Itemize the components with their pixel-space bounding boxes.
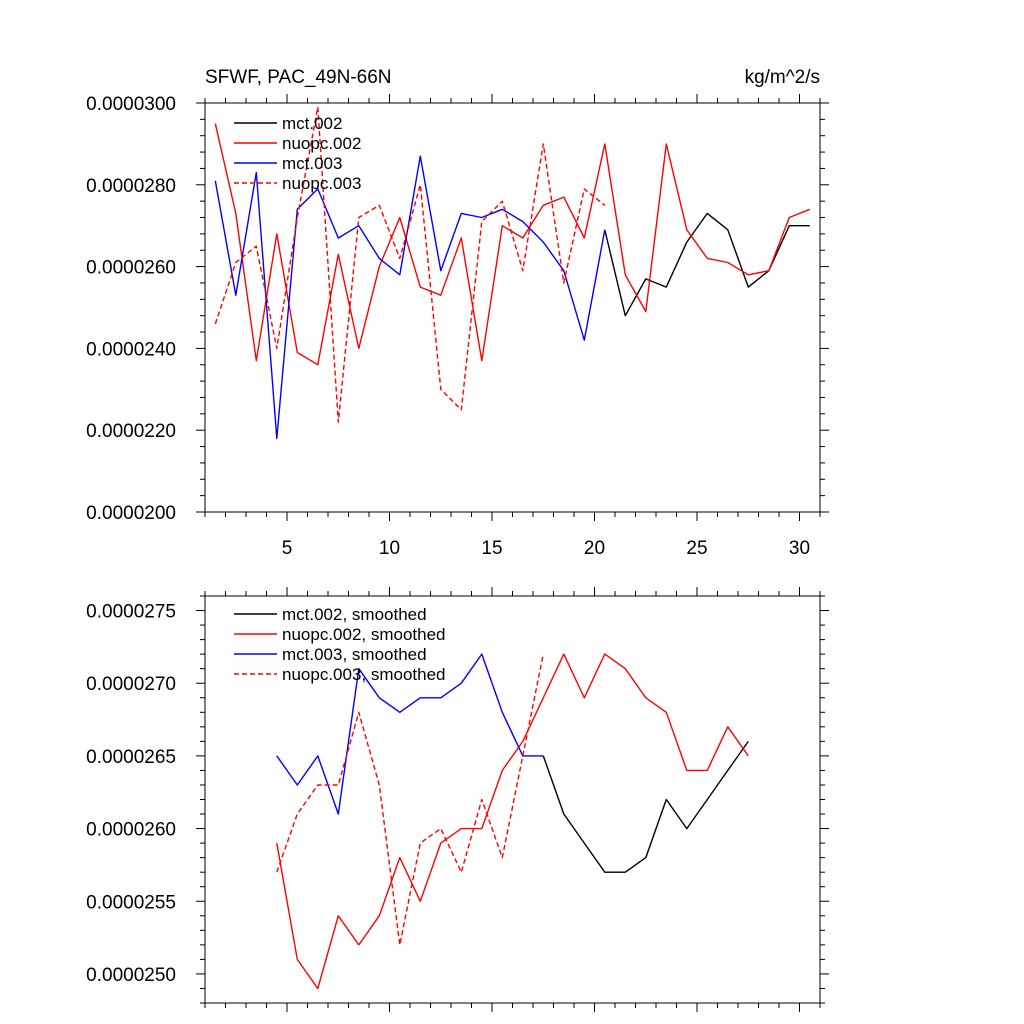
- series-line-nuopc-003-smoothed: [276, 653, 544, 946]
- x-tick-label: 15: [481, 538, 502, 559]
- legend-label: mct.003, smoothed: [282, 645, 427, 664]
- legend-label: nuopc.003, smoothed: [282, 665, 446, 684]
- series-line-nuopc-003: [214, 106, 606, 423]
- legend-label: nuopc.002, smoothed: [282, 625, 446, 644]
- x-tick-label: 5: [282, 538, 293, 559]
- series-line-nuopc-002: [214, 123, 811, 366]
- legend-label: mct.003: [282, 154, 342, 173]
- x-tick-label: 10: [379, 538, 400, 559]
- y-tick-label: 0.0000200: [86, 503, 176, 524]
- legend-label: nuopc.002: [282, 134, 361, 153]
- y-tick-label: 0.0000260: [86, 258, 176, 279]
- top-panel: 5 10 15 20 25 30 0.0000200 0.0000220 0.0000240 0.…: [86, 67, 829, 559]
- x-tick-label: 25: [686, 538, 707, 559]
- y-tick-label: 0.0000240: [86, 339, 176, 360]
- series-line-mct-003-smoothed: [276, 653, 544, 815]
- legend-label: mct.002: [282, 114, 342, 133]
- legend-label: mct.002, smoothed: [282, 605, 427, 624]
- y-tick-label: 0.0000255: [86, 892, 176, 913]
- y-tick-label: 0.0000250: [86, 965, 176, 986]
- series-line-mct-002-smoothed: [542, 740, 749, 873]
- y-tick-label: 0.0000260: [86, 820, 176, 841]
- series-line-mct-002: [604, 212, 810, 317]
- series-line-mct-003: [214, 155, 606, 440]
- y-tick-label: 0.0000300: [86, 94, 176, 115]
- y-tick-label: 0.0000275: [86, 602, 176, 623]
- chart-title: SFWF, PAC_49N-66N: [205, 67, 392, 88]
- x-tick-label: 30: [789, 538, 810, 559]
- y-tick-label: 0.0000265: [86, 747, 176, 768]
- x-tick-label: 20: [584, 538, 605, 559]
- y-tick-label: 0.0000220: [86, 421, 176, 442]
- series-line-nuopc-002-smoothed: [276, 653, 749, 990]
- bottom-panel: 0.0000250 0.0000255 0.0000260 0.0000265 0.00…: [86, 587, 829, 1012]
- legend-label: nuopc.003: [282, 174, 361, 193]
- y-tick-label: 0.0000280: [86, 176, 176, 197]
- chart-units: kg/m^2/s: [745, 67, 820, 88]
- y-tick-label: 0.0000270: [86, 674, 176, 695]
